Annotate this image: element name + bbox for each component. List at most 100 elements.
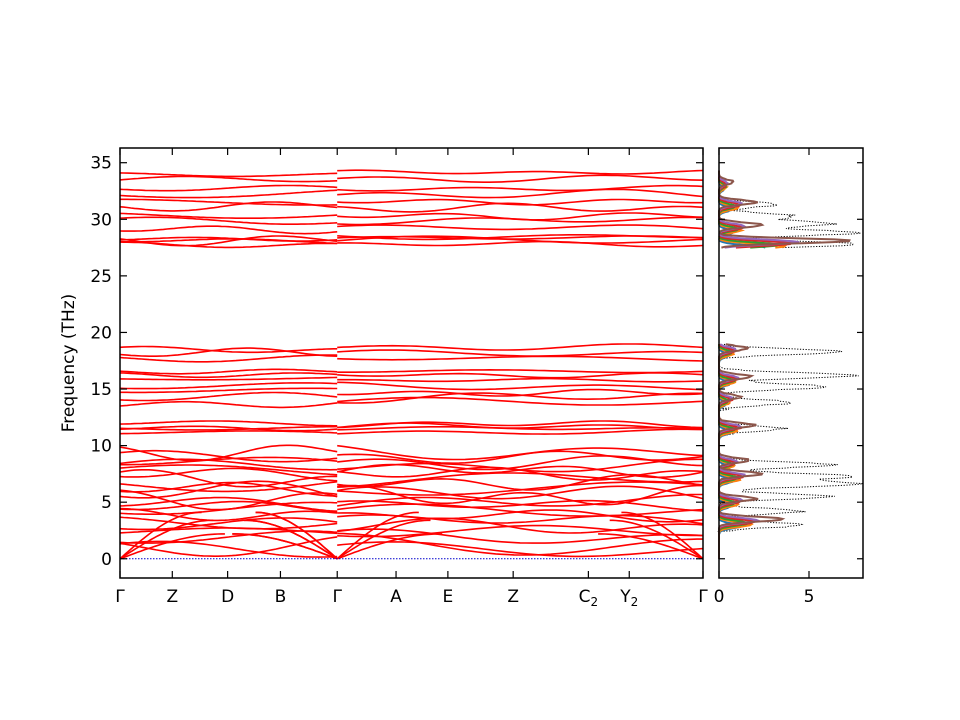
band-line: [119, 540, 338, 558]
band-line: [119, 347, 338, 357]
band-line: [119, 345, 338, 354]
band-y-axis-ticks: 0 5 10 15 20 25 30 35: [90, 154, 703, 570]
band-line: [337, 212, 704, 221]
high-symmetry-label: Γ: [332, 587, 342, 607]
band-line: [337, 198, 703, 206]
band-line: [337, 355, 704, 362]
high-symmetry-label: A: [390, 587, 402, 607]
band-line: [337, 343, 704, 351]
band-line: [337, 528, 704, 544]
band-line: [119, 212, 338, 219]
band-line: [119, 536, 338, 557]
acoustic-branch: [119, 511, 202, 560]
band-line: [120, 456, 338, 466]
y-tick-label: 5: [101, 493, 112, 513]
band-line: [119, 225, 338, 235]
band-line: [337, 485, 704, 500]
acoustic-branch: [621, 511, 704, 560]
high-symmetry-label: Γ: [115, 587, 125, 607]
dos-frame: [718, 147, 864, 579]
acoustic-branch: [255, 511, 338, 560]
band-line: [119, 425, 338, 431]
band-line: [337, 396, 704, 406]
band-line: [337, 503, 704, 517]
band-line: [119, 172, 338, 178]
band-line: [337, 381, 704, 391]
dos-x-tick-label: 5: [804, 587, 815, 607]
acoustic-branch: [119, 519, 214, 560]
band-line: [119, 216, 338, 225]
band-line: [119, 469, 338, 488]
band-line: [119, 354, 338, 363]
band-line: [119, 420, 338, 427]
high-symmetry-label: E: [443, 587, 454, 607]
band-line: [337, 349, 704, 357]
band-line: [120, 387, 338, 394]
y-axis-label: Frequency (THz): [59, 294, 79, 433]
band-line: [337, 184, 704, 192]
band-line: [119, 449, 338, 463]
y-tick-label: 0: [101, 550, 112, 570]
band-line: [119, 189, 338, 199]
band-line: [119, 496, 338, 512]
acoustic-branch: [336, 533, 443, 560]
partial-dos-line: [718, 170, 851, 249]
high-symmetry-label: D: [221, 587, 234, 607]
acoustic-branch: [598, 533, 704, 560]
band-line: [119, 391, 338, 402]
band-line: [337, 444, 704, 461]
band-line: [337, 524, 704, 538]
high-symmetry-label: B: [275, 587, 287, 607]
y-tick-label: 30: [90, 210, 112, 230]
band-line: [120, 198, 338, 206]
band-line: [337, 472, 704, 488]
high-symmetry-label: Γ: [698, 587, 708, 607]
band-line: [119, 467, 338, 482]
band-line: [337, 188, 704, 199]
band-line: [337, 541, 704, 558]
acoustic-branch: [336, 519, 431, 560]
band-line: [119, 236, 338, 242]
band-line: [337, 458, 703, 473]
band-line: [119, 368, 338, 375]
band-line: [337, 240, 704, 248]
band-line: [119, 507, 338, 522]
band-line: [337, 428, 704, 435]
y-tick-label: 35: [90, 154, 112, 174]
band-line: [120, 376, 338, 381]
band-line: [337, 420, 704, 429]
band-line: [337, 224, 704, 231]
y-tick-label: 25: [90, 267, 112, 287]
band-line: [119, 481, 338, 497]
band-line: [119, 184, 338, 192]
band-line: [119, 235, 338, 247]
y-tick-label: 15: [90, 380, 112, 400]
band-line: [337, 388, 704, 397]
dos-x-tick-label: 0: [714, 587, 725, 607]
band-line: [337, 169, 704, 175]
band-line: [119, 480, 338, 499]
band-line: [119, 372, 338, 379]
high-symmetry-label: Z: [507, 587, 519, 607]
acoustic-branch: [609, 519, 704, 560]
band-line: [119, 480, 338, 493]
acoustic-branch: [243, 519, 338, 560]
y-tick-label: 10: [90, 437, 112, 457]
band-line: [119, 464, 338, 476]
acoustic-branch: [119, 533, 225, 560]
band-line: [119, 382, 338, 390]
band-line: [337, 368, 704, 374]
band-line: [119, 175, 338, 183]
band-line: [119, 425, 338, 432]
band-line: [337, 377, 704, 383]
band-line: [119, 400, 338, 409]
band-line: [119, 430, 338, 435]
acoustic-branch: [336, 511, 419, 560]
band-structure-frame: [119, 147, 704, 579]
band-line: [119, 201, 338, 212]
